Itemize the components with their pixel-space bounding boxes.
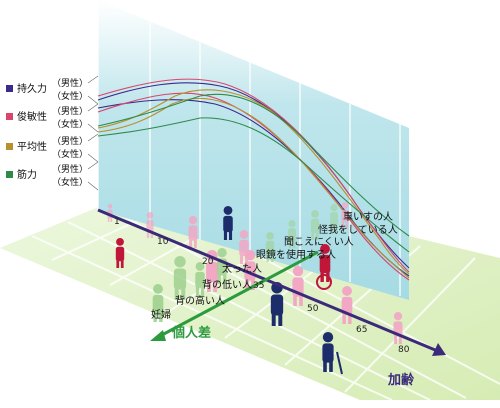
legend-connector xyxy=(87,75,99,84)
individual-axis-label: 個人差 xyxy=(171,325,211,341)
person-navy xyxy=(223,206,233,240)
legend-label: 筋力 xyxy=(17,168,37,181)
condition-labels: 車いすの人 怪我をしている人 聞こえにくい人 眼鏡を使用する人 太った人 背の低… xyxy=(151,210,398,321)
legend: 持久力 （男性）（女性）俊敏性 （男性）（女性）平均性 （男性）（女性）筋力 （男性）（… xyxy=(6,75,99,191)
person-pink xyxy=(341,286,353,324)
legend-item: 持久力 （男性）（女性） xyxy=(6,75,99,105)
person-back xyxy=(310,210,320,240)
age-tick: 20 xyxy=(202,257,214,267)
person-back xyxy=(146,212,154,238)
age-axis-arrowhead xyxy=(432,343,446,356)
person-elder-cane xyxy=(322,332,334,372)
ability-curve-female xyxy=(97,117,410,253)
ability-curves xyxy=(97,78,410,281)
legend-male: （男性） xyxy=(52,163,88,175)
legend-label: 平均性 xyxy=(17,140,47,153)
individual-axis-arrowhead xyxy=(150,330,166,341)
legend-swatch xyxy=(6,113,13,120)
cane xyxy=(336,351,343,375)
legend-male: （男性） xyxy=(52,105,88,117)
age-tick: 80 xyxy=(398,345,410,355)
condition-label: 背の高い人 xyxy=(175,294,225,307)
age-tick: 10 xyxy=(157,237,169,247)
individual-axis-line xyxy=(159,250,319,338)
age-tick: 50 xyxy=(307,304,319,314)
person-back xyxy=(288,220,296,248)
legend-connector xyxy=(87,133,99,142)
age-axis-label: 加齢 xyxy=(387,372,415,388)
person-tall xyxy=(173,256,187,300)
person-back xyxy=(265,232,275,262)
legend-female: （女性） xyxy=(52,118,88,130)
ability-curve-male xyxy=(97,89,410,275)
legend-male: （男性） xyxy=(52,135,88,147)
wheelchair-wheel xyxy=(316,274,332,290)
person-navy xyxy=(270,282,284,326)
legend-connector xyxy=(87,161,99,170)
legend-female: （女性） xyxy=(52,90,88,102)
legend-female: （女性） xyxy=(52,176,88,188)
age-tick: 35 xyxy=(253,281,264,291)
condition-label: 聞こえにくい人 xyxy=(284,236,354,248)
person-pink xyxy=(206,250,218,292)
legend-label: 俊敏性 xyxy=(17,110,47,123)
age-tick: 1 xyxy=(114,217,120,227)
legend-item: 俊敏性 （男性）（女性） xyxy=(6,103,99,133)
person-back xyxy=(188,216,198,248)
person-pregnant xyxy=(152,284,164,322)
legend-connector xyxy=(87,95,99,105)
ability-curve-female xyxy=(97,97,410,279)
legend-swatch xyxy=(6,85,13,92)
condition-label: 車いすの人 xyxy=(343,210,393,223)
age-ticks: 1 10 20 35 50 65 80 xyxy=(114,217,410,355)
legend-item: 筋力 （男性）（女性） xyxy=(6,161,99,191)
person-back xyxy=(330,204,338,232)
legend-connector xyxy=(87,153,99,163)
legend-male: （男性） xyxy=(52,77,88,89)
legend-item: 平均性 （男性）（女性） xyxy=(6,133,99,163)
person-red-child xyxy=(115,238,125,268)
legend-connector xyxy=(87,181,99,191)
condition-label: 妊婦 xyxy=(151,308,171,321)
person-short xyxy=(195,262,205,296)
legend-connector xyxy=(87,123,99,133)
age-axis-line xyxy=(97,208,441,354)
person-back xyxy=(341,202,349,228)
legend-swatch xyxy=(6,171,13,178)
legend-female: （女性） xyxy=(52,148,88,160)
legend-connector xyxy=(87,103,99,112)
ability-curve-male xyxy=(97,93,410,237)
individual-difference-axis: 個人差 xyxy=(150,250,319,341)
condition-label: 怪我をしている人 xyxy=(318,223,398,236)
condition-label: 太った人 xyxy=(222,262,262,275)
ability-curve-male xyxy=(97,78,410,273)
age-tick: 65 xyxy=(356,325,367,335)
condition-label: 眼鏡を使用する人 xyxy=(256,248,336,261)
condition-label: 背の低い人 xyxy=(202,278,252,291)
panel-gridlines xyxy=(97,0,401,296)
legend-label: 持久力 xyxy=(17,82,47,95)
age-axis: 加齢 xyxy=(97,208,446,388)
legend-swatch xyxy=(6,143,13,150)
